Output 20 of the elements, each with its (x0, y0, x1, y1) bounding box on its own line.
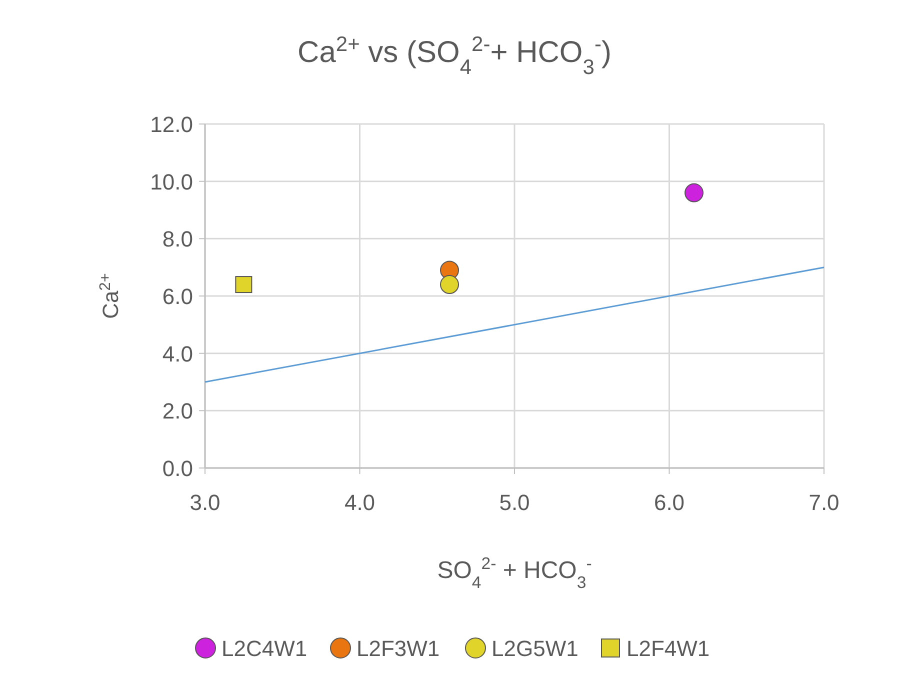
point (440, 275, 460, 294)
x-tick-label: 5.0 (499, 490, 530, 515)
y-tick-label: 6.0 (162, 284, 193, 309)
x-tick-label: 4.0 (344, 490, 376, 515)
legend-label: L2F3W1 (356, 636, 440, 661)
y-tick-label: 2.0 (162, 398, 193, 424)
x-tick-label: 3.0 (190, 490, 220, 515)
x-tick-label: 7.0 (808, 490, 840, 515)
legend-label: L2C4W1 (222, 636, 308, 661)
chart-title: Ca$^{2+}$ vs (SO$_{4}$$^{2-}$+ HCO$_{3}$$^{-}$) (298, 32, 612, 78)
y-tick-label: 12.0 (150, 112, 193, 137)
point (684, 183, 704, 202)
legend-label: L2F4W1 (626, 636, 710, 661)
y-tick-label: 10.0 (150, 169, 193, 194)
point (235, 276, 252, 294)
legend-label: L2G5W1 (492, 636, 578, 661)
y-tick-label: 4.0 (162, 341, 193, 366)
x-tick-label: 6.0 (654, 490, 685, 515)
y-tick-label: 0.0 (162, 456, 193, 481)
y-tick-label: 8.0 (162, 226, 193, 252)
